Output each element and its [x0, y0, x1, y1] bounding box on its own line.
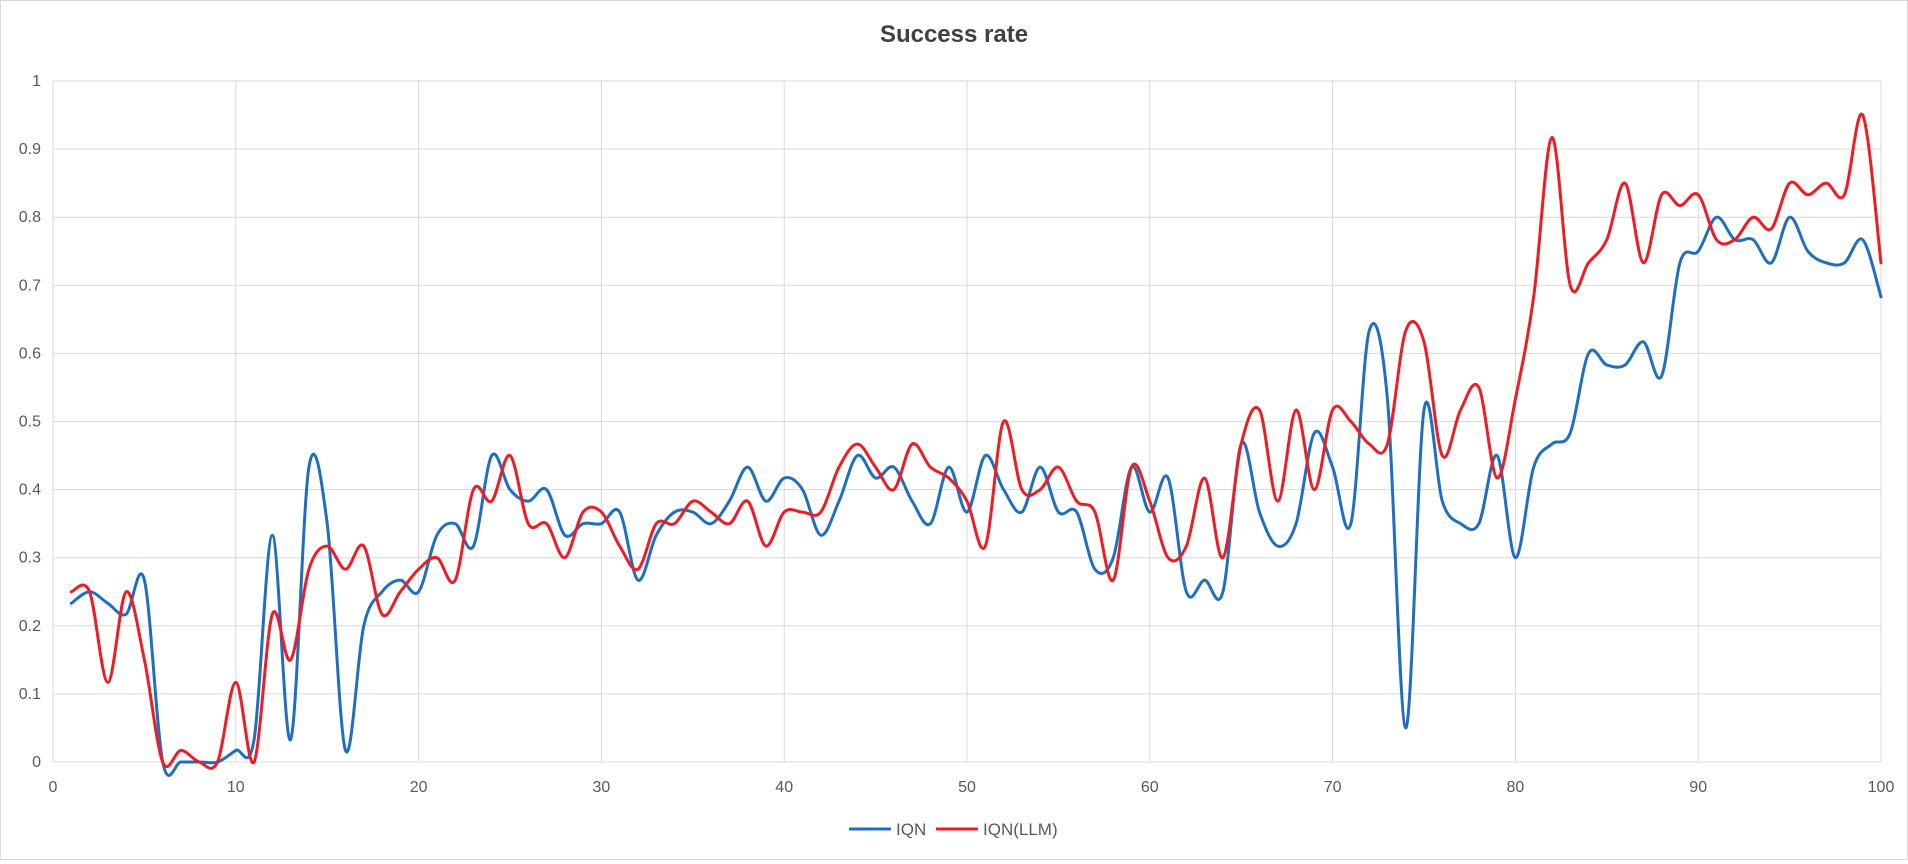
x-tick-label: 40: [775, 779, 793, 796]
series-layer: [69, 112, 1883, 777]
y-tick-label: 0.3: [19, 550, 41, 567]
y-tick-label: 1: [32, 73, 41, 90]
y-tick-label: 0.1: [19, 686, 41, 703]
series-line-iqn: [69, 215, 1883, 777]
legend-label-iqn-llm: IQN(LLM): [983, 820, 1058, 839]
x-tick-label: 10: [227, 779, 245, 796]
axis-labels: 00.10.20.30.40.50.60.70.80.910 10 20 30 40 50…: [19, 73, 1895, 796]
x-tick-label: 50: [958, 779, 976, 796]
x-tick-label: 80: [1507, 779, 1525, 796]
y-tick-label: 0.7: [19, 277, 41, 294]
y-tick-label: 0.6: [19, 345, 41, 362]
x-tick-label: 90: [1689, 779, 1707, 796]
x-tick-label: 60: [1141, 779, 1159, 796]
y-tick-label: 0: [32, 754, 41, 771]
x-tick-label: 0: [49, 779, 58, 796]
x-tick-label: 30: [593, 779, 611, 796]
series-line-iqn-llm: [69, 112, 1883, 770]
y-tick-label: 0.9: [19, 141, 41, 158]
x-tick-label: 100: [1868, 779, 1895, 796]
y-tick-label: 0.5: [19, 414, 41, 431]
x-tick-label: 20: [410, 779, 428, 796]
grid-layer: [52, 80, 1882, 763]
y-tick-label: 0.4: [19, 482, 41, 499]
legend: IQN IQN(LLM): [849, 820, 1058, 839]
chart-title: Success rate: [880, 21, 1028, 48]
y-tick-label: 0.8: [19, 209, 41, 226]
legend-label-iqn: IQN: [896, 820, 926, 839]
x-tick-label: 70: [1324, 779, 1342, 796]
y-tick-label: 0.2: [19, 618, 41, 635]
